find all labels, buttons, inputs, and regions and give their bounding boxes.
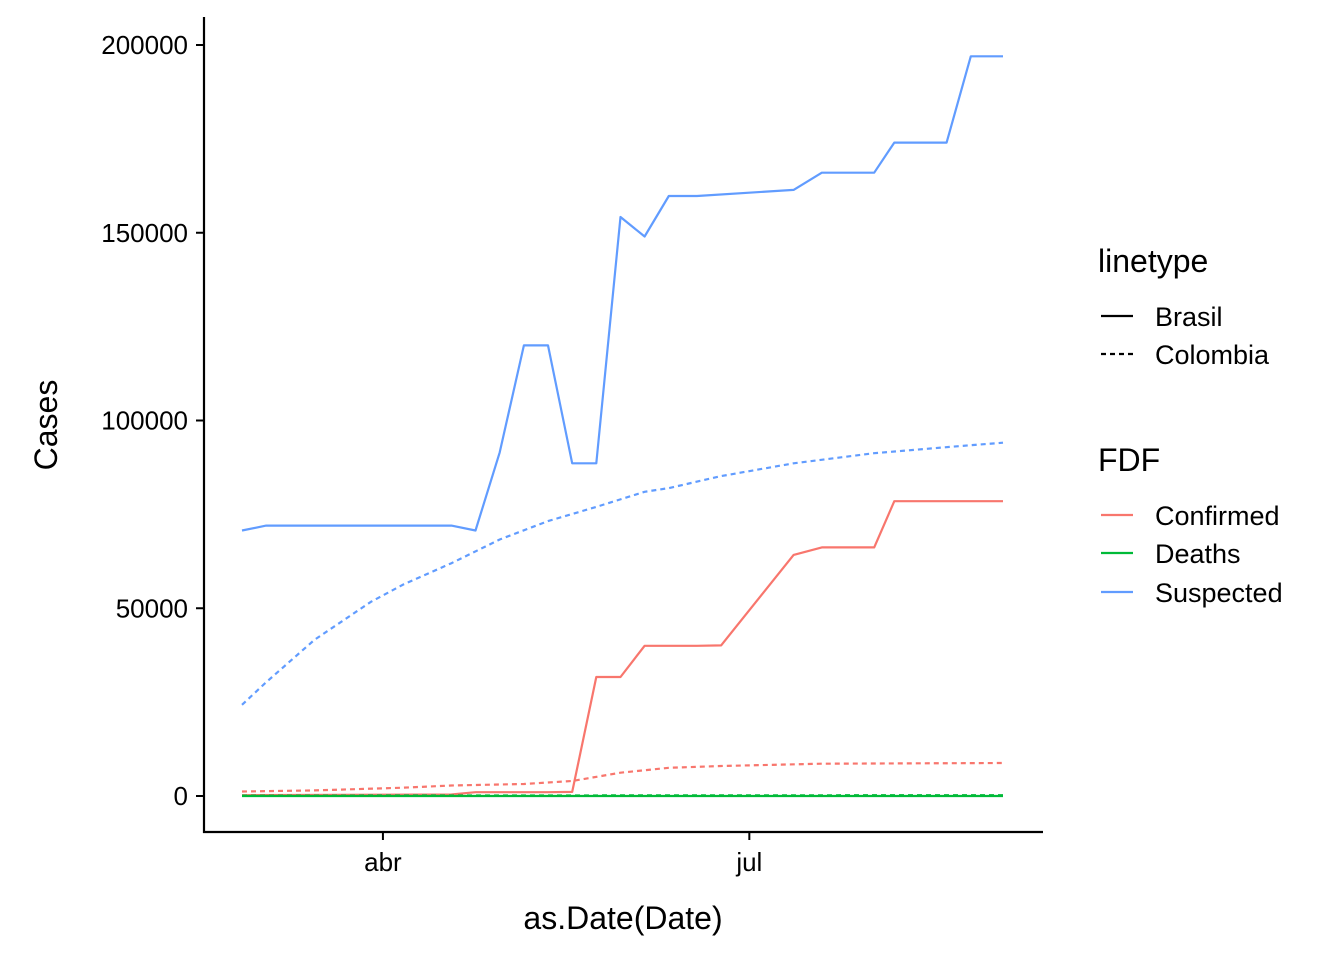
series-line-suspected-colombia <box>241 441 1004 706</box>
legend-label-deaths: Deaths <box>1155 539 1241 569</box>
y-tick-label: 50000 <box>116 593 188 623</box>
legend-color-title: FDF <box>1098 442 1160 478</box>
y-tick-label: 100000 <box>101 406 188 436</box>
series-line-confirmed-colombia <box>241 761 1004 793</box>
legend-linetype-title: linetype <box>1098 243 1208 279</box>
x-axis-title: as.Date(Date) <box>523 900 722 936</box>
legend-linetype: linetype Brasil Colombia <box>1098 243 1270 370</box>
series-line-confirmed-brasil <box>241 500 1003 797</box>
x-tick-label: abr <box>364 847 402 877</box>
legend-label-colombia: Colombia <box>1155 340 1270 370</box>
plot-area <box>241 55 1004 798</box>
series-line-suspected-brasil <box>241 55 1003 532</box>
y-axis-ticks: 0 50000 100000 150000 200000 <box>101 30 204 811</box>
legend-color: FDF Confirmed Deaths Suspected <box>1098 442 1283 608</box>
x-tick-label: jul <box>735 847 762 877</box>
y-axis-title: Cases <box>28 380 64 471</box>
x-axis-ticks: abr jul <box>364 832 762 877</box>
y-tick-label: 0 <box>174 781 188 811</box>
y-tick-label: 150000 <box>101 218 188 248</box>
legend-label-suspected: Suspected <box>1155 578 1283 608</box>
legend-label-confirmed: Confirmed <box>1155 501 1280 531</box>
legend-label-brasil: Brasil <box>1155 302 1223 332</box>
y-tick-label: 200000 <box>101 30 188 60</box>
